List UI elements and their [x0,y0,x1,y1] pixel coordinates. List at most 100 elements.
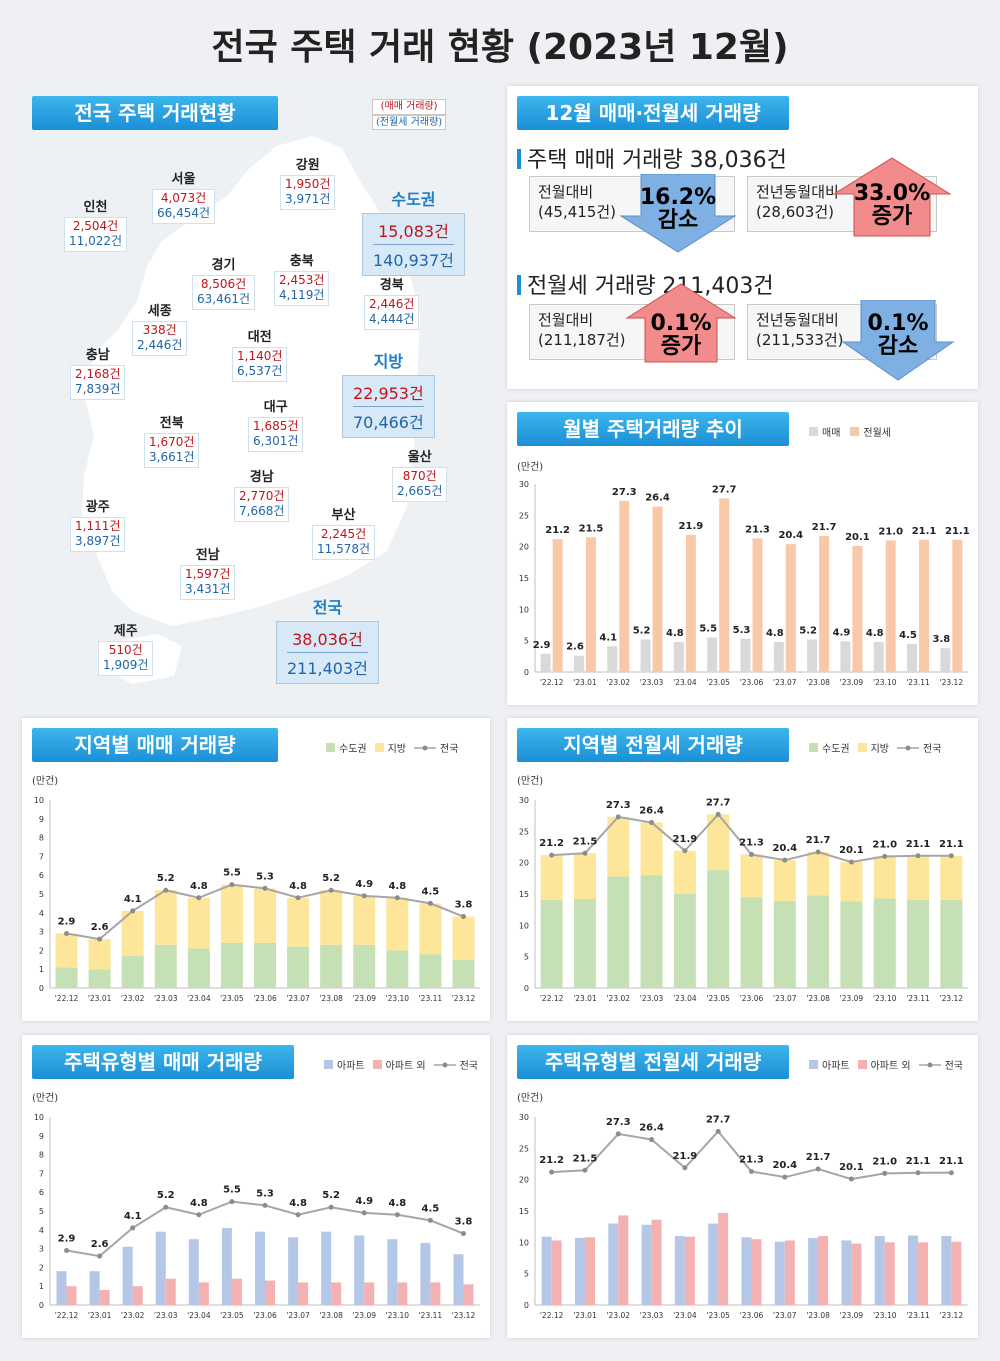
x-tick-label: '23.08 [806,1311,830,1320]
y-tick-label: 5 [39,1207,44,1216]
x-tick-label: '22.12 [540,1311,564,1320]
chart-region-sale-header: 지역별 매매 거래량 [32,728,278,762]
bar-전월세 [885,540,896,672]
data-label: 21.3 [739,1155,764,1166]
map-region-14: 부산 2,245건 11,578건 [312,508,376,561]
data-label: 3.8 [455,1217,473,1228]
x-tick-label: '23.07 [773,994,797,1003]
rent-mom-up-arrow [625,283,737,363]
bar-수도권 [907,899,930,988]
bar-아파트 [420,1242,431,1305]
region-name: 경기 [211,258,236,273]
bar-수도권 [187,948,210,988]
y-tick-label: 4 [39,1226,44,1235]
data-label: 5.3 [256,871,274,882]
region-sale: 1,670건 [149,434,195,449]
data-label: 4.5 [422,886,440,897]
region-rent: 2,446건 [137,338,183,353]
data-label: 4.5 [899,630,917,641]
data-label: 4.8 [190,881,208,892]
chart-monthly-header: 월별 주택거래량 추이 [517,412,789,446]
x-tick-label: '23.03 [640,678,664,687]
map-region-5: 경북 2,446건 4,444건 [364,278,420,331]
chart-region-sale-svg: 0 1 2 3 4 5 6 7 8 9 10 '22.12 '23.01 '23.02 '23.03 '23.… [34,796,480,1003]
bar-지방 [220,884,243,943]
bar-수도권 [873,898,896,988]
bar-아파트 [387,1239,398,1305]
bar-수도권 [386,950,409,988]
line-point [682,1165,688,1171]
chart-monthly-unit: (만건) [517,462,544,473]
map-region-13: 광주 1,111건 3,897건 [70,500,126,553]
bar-아파트 [608,1223,619,1305]
y-tick-label: 5 [524,1270,529,1279]
bar-아파트 [122,1246,133,1305]
data-label: 21.9 [673,1151,698,1162]
x-tick-label: '23.06 [740,1311,764,1320]
region-name: 인천 [83,200,108,215]
y-tick-label: 3 [39,928,44,937]
region-sale: 1,111건 [75,518,121,533]
data-label: 4.8 [866,628,884,639]
data-label: 4.9 [833,627,851,638]
data-label: 4.8 [289,881,307,892]
x-tick-label: '23.07 [286,1311,310,1320]
data-label: 21.1 [939,1156,964,1167]
bar-지방 [353,895,376,945]
data-label: 21.3 [739,838,764,849]
line-point [229,882,235,888]
data-label: 21.1 [945,526,970,537]
data-label: 21.1 [939,839,964,850]
chart-region-rent-panel: 지역별 전월세 거래량 수도권 지방 전국 (만건) 0 5 10 15 20 25 30 '… [507,718,978,1021]
data-label: 5.2 [157,1190,175,1201]
chart-type-rent-unit: (만건) [517,1093,544,1104]
bar-지방 [907,855,930,900]
chart-type-rent-panel: 주택유형별 전월세 거래량 아파트 아파트 외 전국 (만건) 0 5 10 15 20… [507,1035,978,1338]
region-sale: 510건 [108,642,143,657]
bar-수도권 [254,942,276,988]
region-name: 경남 [249,470,274,485]
line-point [361,1210,367,1216]
bar-매매 [840,641,851,672]
bar-지방 [287,897,310,947]
bar-지방 [740,854,763,898]
y-tick-label: 1 [39,965,44,974]
x-tick-label: '23.10 [386,994,410,1003]
bar-수도권 [121,956,144,988]
bar-아파트 외 [751,1239,762,1305]
y-tick-label: 6 [39,1188,44,1197]
line-point [328,1204,334,1210]
bar-지방 [88,939,111,970]
chart-type-sale-unit: (만건) [32,1093,59,1104]
data-label: 20.1 [839,1162,864,1173]
bar-아파트 [774,1241,785,1305]
region-rent: 7,839건 [75,382,121,397]
x-tick-label: '23.04 [673,678,697,687]
line-point [229,1199,235,1205]
region-rent: 11,022건 [69,234,123,249]
y-tick-label: 7 [39,852,44,861]
data-label: 2.9 [533,640,551,651]
region-rent: 6,301건 [253,434,299,449]
line-point [64,930,70,936]
chart-region-sale-panel: 지역별 매매 거래량 수도권 지방 전국 (만건) 0 1 2 3 4 5 6 7 8 9 10 '2… [22,718,490,1021]
line-point [582,1167,588,1173]
bar-전월세 [952,539,963,672]
chart-region-rent-legend: 수도권 지방 전국 [809,740,941,755]
data-label: 20.4 [772,843,797,854]
x-tick-label: '23.05 [706,994,730,1003]
line-point [130,908,136,914]
y-tick-label: 5 [524,953,529,962]
x-tick-label: '22.12 [540,994,564,1003]
line-point [460,1231,466,1237]
data-label: 5.2 [322,873,340,884]
bar-아파트 [188,1239,199,1305]
sale-mom-value: 16.2% 감소 [639,185,717,234]
data-label: 5.5 [699,624,717,635]
bar-매매 [573,655,584,672]
region-rent: 3,661건 [149,450,195,465]
bar-전월세 [619,500,630,672]
data-label: 4.9 [355,1196,373,1207]
region-name: 대구 [263,400,288,415]
y-tick-label: 3 [39,1245,44,1254]
